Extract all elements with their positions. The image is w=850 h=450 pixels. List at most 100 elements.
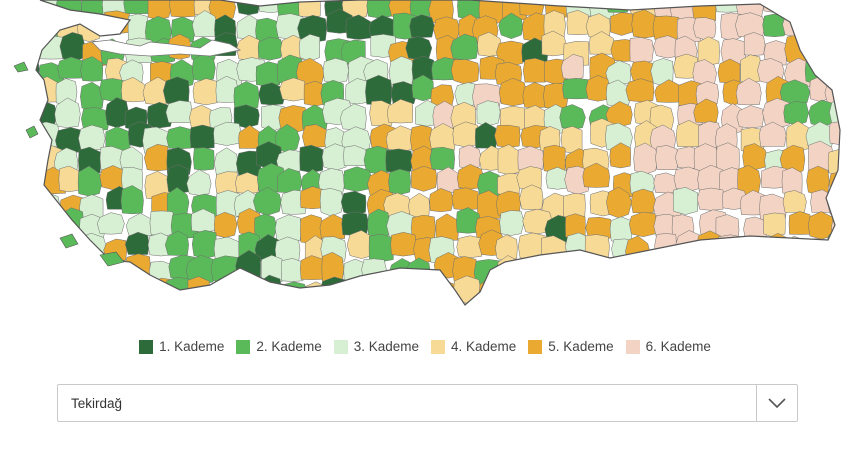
district-cell[interactable] xyxy=(193,147,215,171)
district-cell[interactable] xyxy=(495,234,518,262)
district-cell[interactable] xyxy=(605,79,632,107)
district-cell[interactable] xyxy=(498,12,523,39)
district-cell[interactable] xyxy=(81,106,110,131)
district-cell[interactable] xyxy=(408,192,430,218)
district-cell[interactable] xyxy=(340,191,367,216)
district-cell[interactable] xyxy=(692,17,717,41)
district-cell[interactable] xyxy=(783,100,809,126)
district-cell[interactable] xyxy=(258,82,286,106)
district-cell[interactable] xyxy=(125,231,150,255)
district-cell[interactable] xyxy=(166,126,194,150)
district-cell[interactable] xyxy=(630,188,657,214)
district-cell[interactable] xyxy=(121,77,148,103)
district-cell[interactable] xyxy=(631,9,657,39)
province-select-toggle[interactable] xyxy=(756,385,797,421)
district-cell[interactable] xyxy=(476,100,501,127)
district-cell[interactable] xyxy=(517,145,544,174)
district-cell[interactable] xyxy=(146,102,174,129)
district-cell[interactable] xyxy=(629,211,658,237)
district-cell[interactable] xyxy=(78,124,106,151)
district-cell[interactable] xyxy=(339,103,367,131)
district-cell[interactable] xyxy=(192,78,220,106)
district-cell[interactable] xyxy=(390,232,417,257)
district-cell[interactable] xyxy=(301,104,329,132)
district-cell[interactable] xyxy=(169,0,197,18)
district-cell[interactable] xyxy=(321,143,347,171)
district-cell[interactable] xyxy=(458,144,482,170)
district-cell[interactable] xyxy=(629,37,654,64)
district-cell[interactable] xyxy=(125,212,153,237)
district-cell[interactable] xyxy=(189,124,215,150)
district-cell[interactable] xyxy=(519,184,544,211)
district-cell[interactable] xyxy=(405,36,433,60)
district-cell[interactable] xyxy=(233,104,260,129)
district-cell[interactable] xyxy=(77,165,103,197)
district-cell[interactable] xyxy=(276,149,302,174)
district-cell[interactable] xyxy=(299,144,324,173)
district-cell[interactable] xyxy=(697,36,720,66)
district-cell[interactable] xyxy=(560,54,584,81)
district-cell[interactable] xyxy=(585,216,614,241)
district-cell[interactable] xyxy=(149,210,175,238)
district-cell[interactable] xyxy=(736,105,764,129)
district-cell[interactable] xyxy=(186,169,212,196)
district-cell[interactable] xyxy=(779,144,806,175)
district-cell[interactable] xyxy=(743,32,766,56)
district-cell[interactable] xyxy=(522,58,549,83)
district-cell[interactable] xyxy=(763,212,786,238)
district-cell[interactable] xyxy=(233,81,260,111)
district-cell[interactable] xyxy=(566,9,590,36)
district-cell[interactable] xyxy=(191,230,217,259)
district-cell[interactable] xyxy=(411,165,438,192)
district-cell[interactable] xyxy=(119,59,144,84)
district-cell[interactable] xyxy=(456,235,483,258)
district-cell[interactable] xyxy=(805,121,835,149)
district-cell[interactable] xyxy=(78,146,101,175)
district-cell[interactable] xyxy=(213,121,242,146)
district-cell[interactable] xyxy=(279,77,306,102)
district-cell[interactable] xyxy=(450,59,480,85)
district-cell[interactable] xyxy=(300,255,326,280)
district-cell[interactable] xyxy=(261,254,285,283)
district-cell[interactable] xyxy=(59,32,86,62)
district-cell[interactable] xyxy=(120,185,144,215)
district-cell[interactable] xyxy=(498,77,527,107)
district-cell[interactable] xyxy=(693,98,719,123)
district-cell[interactable] xyxy=(96,212,125,235)
district-cell[interactable] xyxy=(609,142,631,169)
district-cell[interactable] xyxy=(625,78,655,103)
district-cell[interactable] xyxy=(319,214,346,240)
district-cell[interactable] xyxy=(633,142,658,175)
district-cell[interactable] xyxy=(610,12,634,36)
district-cell[interactable] xyxy=(735,77,762,106)
district-cell[interactable] xyxy=(166,164,189,194)
district-cell[interactable] xyxy=(54,97,81,128)
district-cell[interactable] xyxy=(387,99,414,124)
district-cell[interactable] xyxy=(341,0,369,19)
district-cell[interactable] xyxy=(429,146,455,171)
district-cell[interactable] xyxy=(390,81,417,105)
district-cell[interactable] xyxy=(368,233,394,263)
district-cell[interactable] xyxy=(762,97,791,129)
district-cell[interactable] xyxy=(343,166,373,192)
district-cell[interactable] xyxy=(388,168,411,195)
district-cell[interactable] xyxy=(366,0,392,19)
district-cell[interactable] xyxy=(827,148,850,176)
district-cell[interactable] xyxy=(429,123,457,153)
district-cell[interactable] xyxy=(341,211,370,236)
district-cell[interactable] xyxy=(451,187,479,211)
district-cell[interactable] xyxy=(695,80,720,106)
district-cell[interactable] xyxy=(274,214,302,242)
district-cell[interactable] xyxy=(80,81,104,111)
district-cell[interactable] xyxy=(435,213,459,241)
district-cell[interactable] xyxy=(605,101,633,128)
district-cell[interactable] xyxy=(163,76,190,106)
district-cell[interactable] xyxy=(298,34,320,62)
district-cell[interactable] xyxy=(522,82,547,109)
district-cell[interactable] xyxy=(429,188,454,213)
district-cell[interactable] xyxy=(254,213,278,241)
district-cell[interactable] xyxy=(236,34,262,61)
district-cell[interactable] xyxy=(363,145,390,174)
district-cell[interactable] xyxy=(127,13,149,42)
district-cell[interactable] xyxy=(147,0,172,20)
